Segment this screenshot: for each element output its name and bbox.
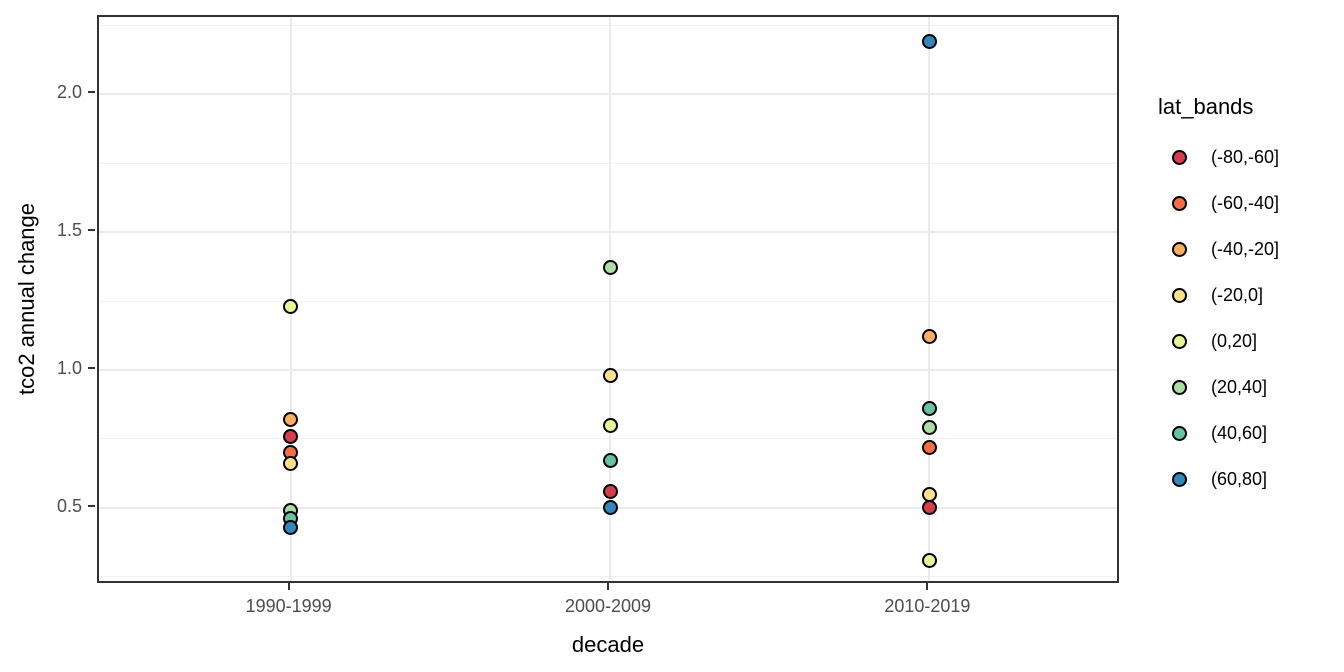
legend-item: (-80,-60]: [1158, 144, 1338, 170]
x-tick-label: 2000-2009: [564, 596, 652, 616]
data-point: [921, 420, 937, 436]
legend-title: lat_bands: [1158, 94, 1254, 119]
legend-item: (-60,-40]: [1158, 190, 1338, 216]
y-tick-label: 0.5: [56, 495, 82, 516]
data-point: [921, 552, 937, 568]
legend-item: (60,80]: [1158, 466, 1338, 492]
legend-key-dot: [1172, 471, 1187, 487]
data-point: [602, 500, 618, 516]
legend-label: (60,80]: [1211, 468, 1268, 489]
x-axis-title: decade: [571, 632, 645, 657]
gridline-minor: [99, 576, 1117, 578]
data-point: [602, 367, 618, 383]
gridline-major: [99, 93, 1117, 96]
data-point: [921, 329, 937, 345]
legend-key-dot: [1172, 195, 1187, 211]
gridline-minor: [99, 300, 1117, 302]
data-point: [602, 483, 618, 499]
legend-label: (-80,-60]: [1211, 146, 1280, 167]
legend-item: (-20,0]: [1158, 282, 1338, 308]
y-tick-mark: [88, 366, 95, 369]
legend-label: (20,40]: [1211, 376, 1268, 397]
legend-label: (0,20]: [1211, 330, 1258, 351]
y-tick-mark: [88, 229, 95, 232]
y-tick-mark: [88, 91, 95, 94]
data-point: [283, 519, 299, 535]
gridline-vertical: [609, 17, 611, 581]
data-point: [921, 500, 937, 516]
data-point: [921, 486, 937, 502]
x-tick-label: 1990-1999: [245, 596, 332, 616]
x-tick-label: 2010-2019: [884, 596, 971, 616]
legend-label: (-20,0]: [1211, 284, 1264, 305]
x-tick-mark: [607, 583, 609, 590]
data-point: [602, 260, 618, 276]
data-point: [602, 453, 618, 469]
legend-key-dot: [1172, 287, 1187, 303]
data-point: [921, 401, 937, 417]
data-point: [283, 428, 299, 444]
data-point: [283, 412, 299, 428]
y-tick-mark: [88, 504, 95, 507]
data-point: [921, 34, 937, 50]
plot-panel: [97, 15, 1119, 583]
legend-items: (-80,-60] (-60,-40] (-40,-20] (-20,0] (0,20]…: [1158, 144, 1338, 492]
x-tick-mark: [287, 583, 290, 590]
legend-key-dot: [1172, 333, 1187, 349]
y-tick-label: 1.5: [56, 220, 82, 241]
legend-label: (-40,-20]: [1211, 238, 1280, 259]
x-tick-mark: [926, 583, 929, 590]
legend: lat_bands (-80,-60] (-60,-40] (-40,-20] (-2…: [1158, 94, 1338, 512]
gridline-vertical: [928, 17, 931, 581]
legend-key-dot: [1172, 379, 1187, 395]
gridline-major: [99, 231, 1117, 234]
legend-key-dot: [1172, 149, 1187, 165]
data-point: [602, 417, 618, 433]
legend-key-dot: [1172, 241, 1187, 257]
y-tick-label: 1.0: [56, 357, 82, 378]
legend-label: (40,60]: [1211, 422, 1268, 443]
legend-item: (40,60]: [1158, 420, 1338, 446]
legend-item: (0,20]: [1158, 328, 1338, 354]
legend-label: (-60,-40]: [1211, 192, 1280, 213]
legend-item: (-40,-20]: [1158, 236, 1338, 262]
legend-key-dot: [1172, 425, 1187, 441]
data-point: [921, 439, 937, 455]
y-tick-label: 2.0: [56, 82, 82, 103]
data-point: [283, 456, 299, 472]
legend-item: (20,40]: [1158, 374, 1338, 400]
gridline-minor: [99, 162, 1117, 164]
gridline-minor: [99, 438, 1117, 440]
data-point: [283, 299, 299, 314]
gridline-minor: [99, 24, 1117, 26]
